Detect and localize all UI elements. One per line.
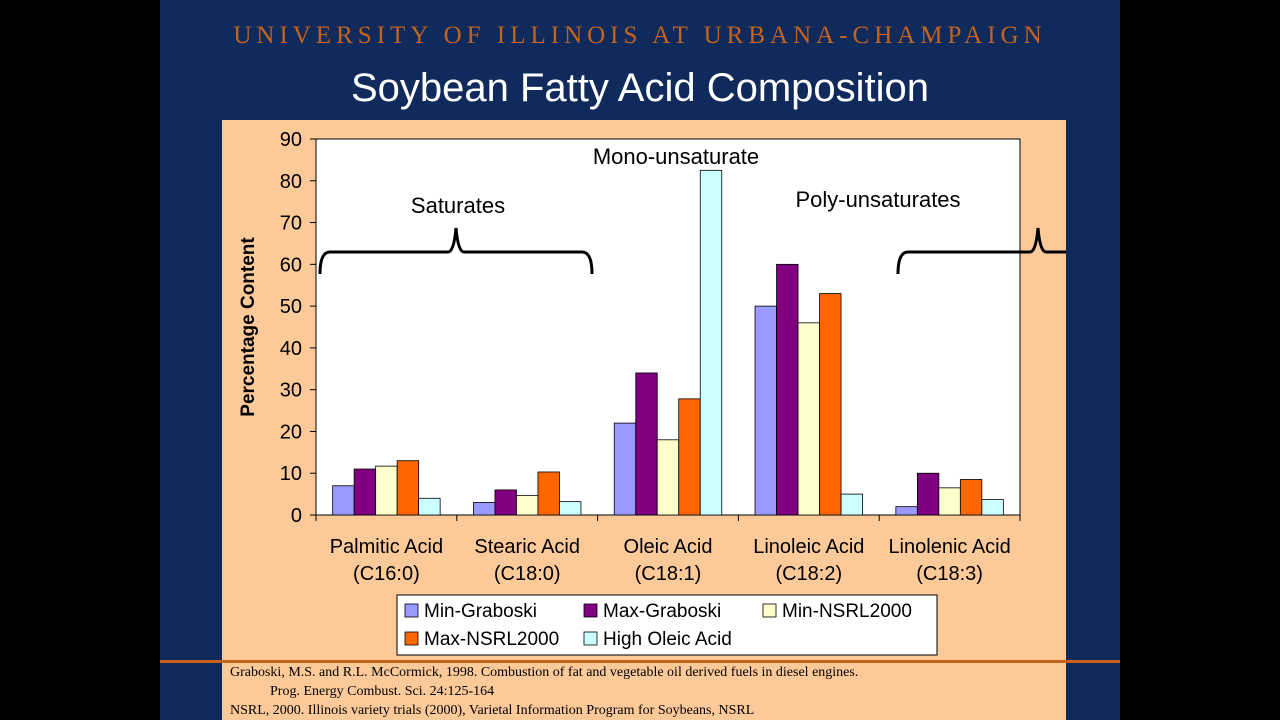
legend-swatch <box>583 631 598 646</box>
saturates-brace <box>318 227 594 275</box>
bar <box>840 493 863 516</box>
bar <box>819 293 842 516</box>
bar <box>938 487 961 516</box>
bar <box>656 439 680 516</box>
y-tick-label: 90 <box>280 129 302 151</box>
y-tick-label: 30 <box>280 380 302 402</box>
bar <box>332 485 355 516</box>
bar <box>776 263 799 516</box>
x-category-label: Oleic Acid <box>624 536 713 558</box>
y-tick-label: 50 <box>280 296 302 318</box>
slide-title: Soybean Fatty Acid Composition <box>350 66 930 110</box>
bar <box>797 322 820 516</box>
y-axis-label: Percentage Content <box>238 237 259 417</box>
bar <box>916 472 940 516</box>
x-category-label: Linoleic Acid <box>753 536 864 558</box>
annotation-mono-unsaturate: Mono-unsaturate <box>593 144 759 169</box>
x-category-label: (C18:3) <box>916 563 983 585</box>
y-tick-label: 40 <box>280 338 302 360</box>
bar <box>981 499 1004 516</box>
reference-1-line-1: Graboski, M.S. and R.L. McCormick, 1998.… <box>230 665 859 680</box>
legend-swatch <box>404 631 419 646</box>
bar <box>699 169 723 516</box>
bar <box>418 497 441 516</box>
y-tick-label: 0 <box>291 505 302 527</box>
annotation-saturates: Saturates <box>411 193 505 218</box>
bar <box>537 471 560 516</box>
bar <box>353 468 377 516</box>
bar <box>959 479 983 516</box>
legend-label: Max-Graboski <box>603 601 721 622</box>
legend-label: Min-NSRL2000 <box>782 601 912 622</box>
bar <box>396 460 420 516</box>
x-category-label: (C18:1) <box>635 563 702 585</box>
x-category-label: Palmitic Acid <box>330 536 443 558</box>
bar <box>895 506 918 516</box>
bar <box>473 502 496 516</box>
y-tick-label: 20 <box>280 421 302 443</box>
fatty-acid-chart: 0 10 20 30 40 50 60 70 80 90 Percentage Content Pal… <box>238 129 1066 656</box>
university-header: UNIVERSITY OF ILLINOIS AT URBANA-CHAMPAI… <box>233 22 1047 49</box>
bar <box>516 494 539 516</box>
legend-box <box>396 594 938 656</box>
bar <box>559 501 582 516</box>
legend-label: High Oleic Acid <box>603 629 732 650</box>
legend-swatch <box>762 603 777 618</box>
x-category-label: (C18:2) <box>775 563 842 585</box>
y-tick-label: 60 <box>280 254 302 276</box>
bar <box>754 305 777 516</box>
legend-swatch <box>583 603 598 618</box>
slide: UNIVERSITY OF ILLINOIS AT URBANA-CHAMPAI… <box>160 0 1120 720</box>
x-category-label: Linolenic Acid <box>888 536 1010 558</box>
annotation-poly-unsaturates: Poly-unsaturates <box>795 187 960 212</box>
chart-panel: 0 10 20 30 40 50 60 70 80 90 Percentage Content Pal… <box>222 120 1066 720</box>
y-tick-label: 80 <box>280 171 302 193</box>
legend-swatch <box>404 603 419 618</box>
bar <box>635 372 658 516</box>
bar <box>494 489 517 516</box>
reference-1-line-2: Prog. Energy Combust. Sci. 24:125-164 <box>270 684 495 699</box>
poly-unsaturates-brace <box>896 227 1066 275</box>
bar <box>375 465 398 516</box>
legend-label: Min-Graboski <box>424 601 537 622</box>
reference-2: NSRL, 2000. Illinois variety trials (200… <box>230 703 755 718</box>
bar <box>613 422 637 516</box>
x-category-label: (C16:0) <box>353 563 420 585</box>
x-category-label: Stearic Acid <box>474 536 580 558</box>
bar <box>678 398 701 516</box>
legend-label: Max-NSRL2000 <box>424 629 559 650</box>
footer-rule <box>160 660 1120 663</box>
x-category-label: (C18:0) <box>494 563 561 585</box>
y-tick-label: 10 <box>280 463 302 485</box>
y-tick-label: 70 <box>280 213 302 235</box>
